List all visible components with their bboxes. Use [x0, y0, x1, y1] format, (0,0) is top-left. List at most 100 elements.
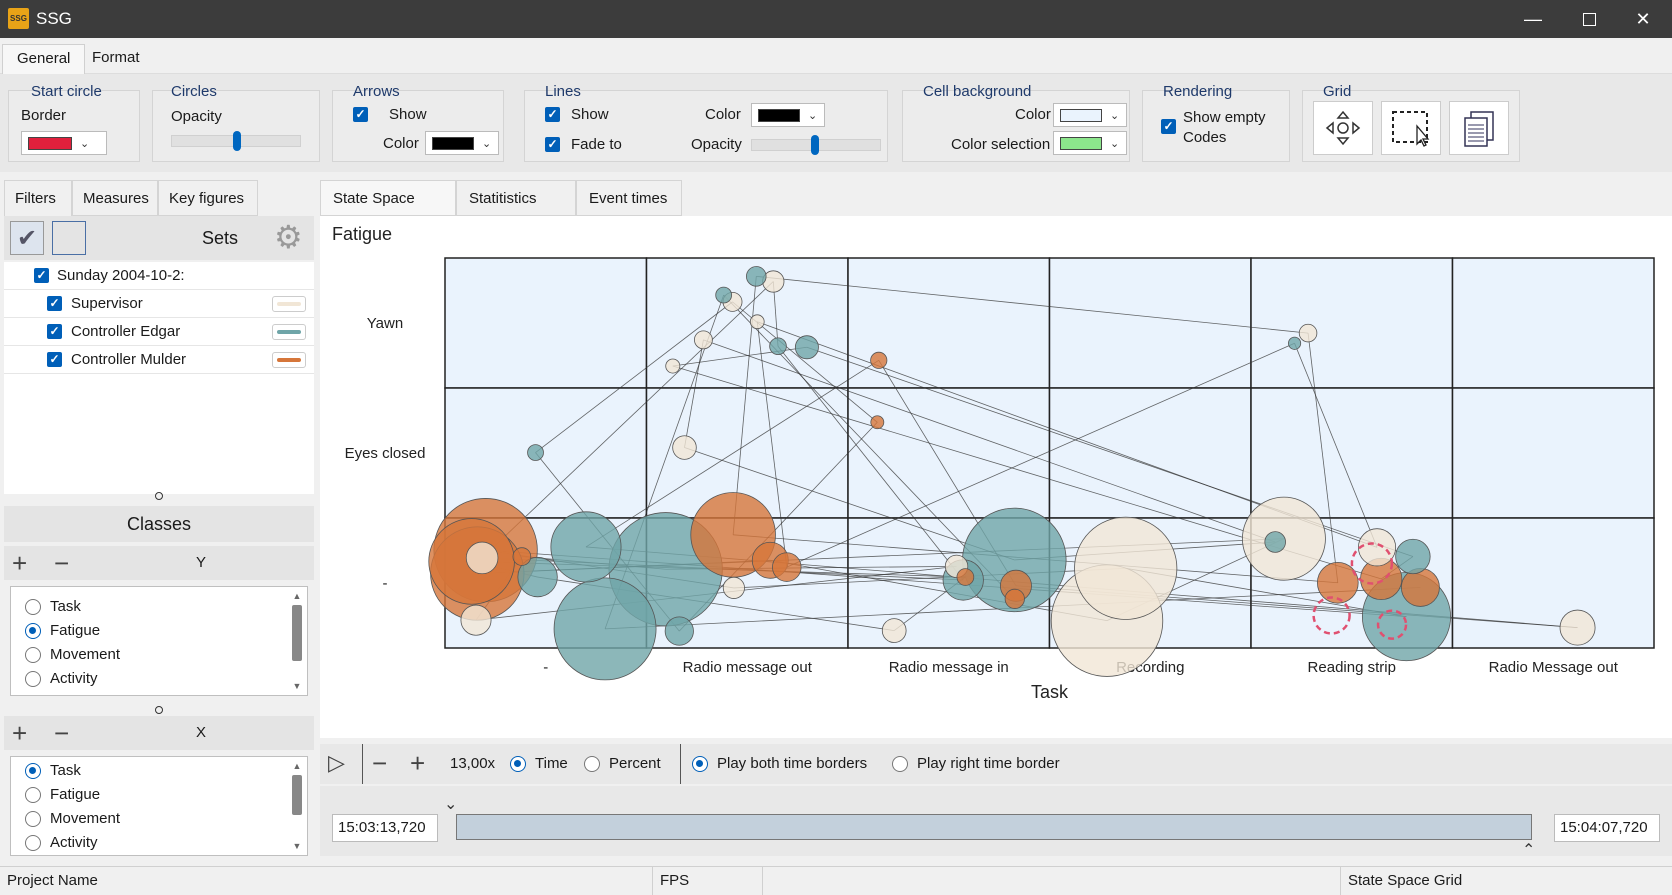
radio-button[interactable]: [25, 599, 41, 616]
arrows-show-checkbox[interactable]: ✓: [353, 107, 368, 122]
set-checkbox[interactable]: ✓: [47, 352, 62, 367]
zoom-in-icon[interactable]: +: [410, 748, 426, 778]
scroll-thumb[interactable]: [292, 605, 302, 661]
gear-icon[interactable]: ⚙: [274, 219, 303, 255]
radio-button[interactable]: [510, 756, 526, 773]
lines-color-picker[interactable]: ⌄: [751, 103, 825, 127]
color-swatch: [28, 136, 72, 150]
fade-to-checkbox[interactable]: ✓: [545, 137, 560, 152]
x-option-fatigue[interactable]: Fatigue: [11, 783, 307, 807]
tab-filters[interactable]: Filters: [4, 180, 72, 216]
set-color-swatch[interactable]: [272, 351, 306, 368]
minimize-button[interactable]: —: [1504, 0, 1562, 38]
select-region-button[interactable]: [1381, 101, 1441, 155]
sets-header: ✔ Sets ⚙: [4, 216, 314, 260]
percent-mode-option[interactable]: Percent: [584, 755, 661, 773]
left-border-handle-icon[interactable]: ⌄: [444, 796, 458, 813]
scroll-down-icon[interactable]: ▼: [292, 841, 302, 851]
border-color-picker[interactable]: ⌄: [21, 131, 107, 155]
left-panel-tabs: Filters Measures Key figures: [0, 180, 316, 216]
y-option-activity[interactable]: Activity: [11, 667, 307, 691]
state-point: [665, 358, 681, 374]
play-icon[interactable]: ▷: [328, 750, 345, 775]
end-time-field[interactable]: 15:04:07,720: [1554, 814, 1660, 842]
x-axis-label: X: [196, 724, 207, 741]
radio-button[interactable]: [25, 787, 41, 804]
add-icon[interactable]: +: [12, 718, 28, 748]
scrollbar[interactable]: ▲ ▼: [291, 591, 303, 691]
tab-event-times[interactable]: Event times: [576, 180, 682, 216]
maximize-button[interactable]: [1560, 0, 1618, 38]
play-right-label: Play right time border: [917, 755, 1060, 772]
copy-button[interactable]: [1449, 101, 1509, 155]
slider-thumb[interactable]: [811, 135, 819, 155]
scroll-thumb[interactable]: [292, 775, 302, 815]
list-item[interactable]: ✓ Controller Edgar: [4, 318, 314, 346]
radio-button[interactable]: [25, 835, 41, 852]
y-option-fatigue[interactable]: Fatigue: [11, 619, 307, 643]
zoom-out-icon[interactable]: −: [372, 748, 388, 778]
list-item[interactable]: ✓ Supervisor: [4, 290, 314, 318]
state-point: [553, 577, 657, 681]
time-range-slider[interactable]: [456, 814, 1532, 840]
slider-thumb[interactable]: [233, 131, 241, 151]
y-class-list[interactable]: Task Fatigue Movement Activity ▲ ▼: [10, 586, 308, 696]
move-button[interactable]: [1313, 101, 1373, 155]
radio-button[interactable]: [584, 756, 600, 773]
x-option-activity[interactable]: Activity: [11, 831, 307, 855]
tab-statistics-grid[interactable]: Statitistics grid: [456, 180, 576, 243]
radio-button[interactable]: [25, 811, 41, 828]
radio-button[interactable]: [25, 763, 41, 780]
start-time-field[interactable]: 15:03:13,720: [332, 814, 438, 842]
set-checkbox[interactable]: ✓: [34, 268, 49, 283]
add-icon[interactable]: +: [12, 548, 28, 578]
y-option-movement[interactable]: Movement: [11, 643, 307, 667]
fps-display: FPS: [653, 867, 763, 895]
list-item[interactable]: ✓ Sunday 2004-10-2:: [4, 262, 314, 290]
tab-general[interactable]: General: [2, 44, 86, 74]
tab-format[interactable]: Format: [92, 49, 140, 66]
play-both-borders-option[interactable]: Play both time borders: [692, 755, 867, 773]
y-option-task[interactable]: Task: [11, 595, 307, 619]
scroll-up-icon[interactable]: ▲: [292, 591, 302, 601]
group-title: Rendering: [1163, 83, 1233, 100]
list-item[interactable]: ✓ Controller Mulder: [4, 346, 314, 374]
set-color-swatch[interactable]: [272, 323, 306, 340]
radio-button[interactable]: [25, 671, 41, 688]
arrows-color-picker[interactable]: ⌄: [425, 131, 499, 155]
close-button[interactable]: ✕: [1614, 0, 1672, 38]
tab-key-figures[interactable]: Key figures: [158, 180, 258, 216]
x-class-list[interactable]: Task Fatigue Movement Activity ▲ ▼: [10, 756, 308, 856]
radio-button[interactable]: [892, 756, 908, 773]
tab-state-space-grid[interactable]: State Space Grid: [320, 180, 456, 243]
time-mode-option[interactable]: Time: [510, 755, 568, 773]
play-right-border-option[interactable]: Play right time border: [892, 755, 1060, 773]
show-empty-codes-checkbox[interactable]: ✓: [1161, 119, 1176, 134]
set-checkbox[interactable]: ✓: [47, 324, 62, 339]
splitter-handle[interactable]: [155, 492, 163, 500]
selection-color-picker[interactable]: ⌄: [1053, 131, 1127, 155]
radio-button[interactable]: [692, 756, 708, 773]
scrollbar[interactable]: ▲ ▼: [291, 761, 303, 851]
tab-measures[interactable]: Measures: [72, 180, 158, 216]
right-border-handle-icon[interactable]: ⌃: [1522, 842, 1536, 859]
scroll-up-icon[interactable]: ▲: [292, 761, 302, 771]
x-option-task[interactable]: Task: [11, 759, 307, 783]
cell-color-picker[interactable]: ⌄: [1053, 103, 1127, 127]
set-checkbox[interactable]: ✓: [47, 296, 62, 311]
splitter-handle[interactable]: [155, 706, 163, 714]
x-option-movement[interactable]: Movement: [11, 807, 307, 831]
remove-icon[interactable]: −: [54, 718, 70, 748]
scroll-down-icon[interactable]: ▼: [292, 681, 302, 691]
radio-button[interactable]: [25, 647, 41, 664]
show-empty-codes-label: Show empty Codes: [1183, 108, 1266, 148]
x-tick-label: Reading strip: [1308, 659, 1396, 676]
state-space-grid-chart[interactable]: Fatigue Yawn Eyes closed - - Radio message ou…: [320, 216, 1672, 738]
remove-icon[interactable]: −: [54, 548, 70, 578]
lines-show-checkbox[interactable]: ✓: [545, 107, 560, 122]
set-color-swatch[interactable]: [272, 295, 306, 312]
deselect-all-button[interactable]: [52, 221, 86, 255]
rendering-group: Rendering ✓ Show empty Codes: [1142, 83, 1290, 162]
radio-button[interactable]: [25, 623, 41, 640]
select-all-button[interactable]: ✔: [10, 221, 44, 255]
